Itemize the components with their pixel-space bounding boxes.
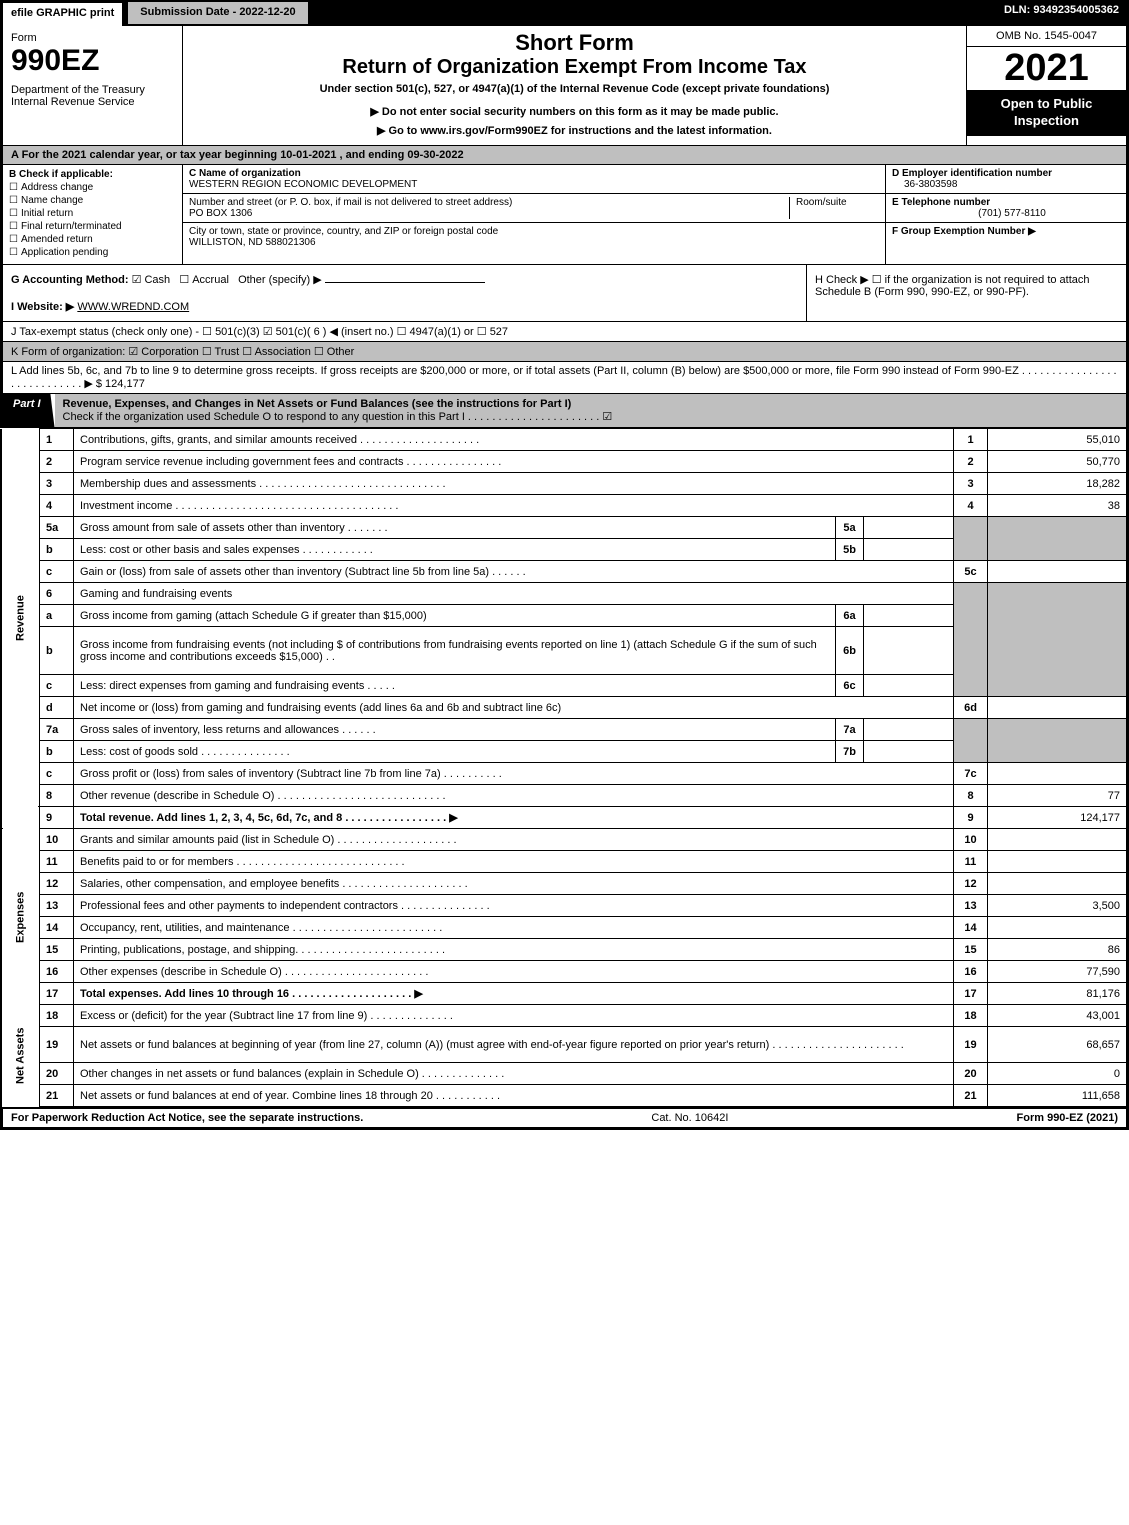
side-expenses: Expenses — [2, 829, 40, 1005]
part1-tab: Part I — [3, 394, 55, 427]
org-city: WILLISTON, ND 588021306 — [189, 237, 316, 248]
dln-label: DLN: 93492354005362 — [994, 0, 1129, 26]
side-revenue: Revenue — [2, 429, 40, 807]
line-6d: dNet income or (loss) from gaming and fu… — [2, 697, 1128, 719]
b-label: B Check if applicable: — [9, 169, 176, 180]
c-city-row: City or town, state or province, country… — [183, 223, 885, 251]
section-c-org: C Name of organization WESTERN REGION EC… — [183, 165, 886, 264]
line-12: 12Salaries, other compensation, and empl… — [2, 873, 1128, 895]
line-7a: 7aGross sales of inventory, less returns… — [2, 719, 1128, 741]
header-right: OMB No. 1545-0047 2021 Open to Public In… — [966, 26, 1126, 145]
header-left: Form 990EZ Department of the Treasury In… — [3, 26, 183, 145]
chk-amended-return[interactable]: Amended return — [9, 234, 176, 245]
do-not-enter: ▶ Do not enter social security numbers o… — [193, 105, 956, 118]
chk-final-return[interactable]: Final return/terminated — [9, 221, 176, 232]
line-17: 17Total expenses. Add lines 10 through 1… — [2, 983, 1128, 1005]
chk-application-pending[interactable]: Application pending — [9, 247, 176, 258]
line-5c: cGain or (loss) from sale of assets othe… — [2, 561, 1128, 583]
line-10: Expenses 10Grants and similar amounts pa… — [2, 829, 1128, 851]
section-bce: B Check if applicable: Address change Na… — [0, 165, 1129, 264]
line-18: Net Assets 18Excess or (deficit) for the… — [2, 1005, 1128, 1027]
paperwork-notice: For Paperwork Reduction Act Notice, see … — [11, 1112, 363, 1124]
form-number: 990EZ — [11, 44, 176, 78]
line-21: 21Net assets or fund balances at end of … — [2, 1085, 1128, 1107]
section-b-checkboxes: B Check if applicable: Address change Na… — [3, 165, 183, 264]
accounting-method: G Accounting Method: Cash Accrual Other … — [11, 273, 798, 286]
c-name-label: C Name of organization — [189, 168, 301, 179]
tax-year: 2021 — [967, 47, 1126, 90]
line-2: 2Program service revenue including gover… — [2, 451, 1128, 473]
e-phone: E Telephone number (701) 577-8110 — [886, 194, 1126, 223]
c-street-label: Number and street (or P. O. box, if mail… — [189, 197, 512, 208]
room-suite-label: Room/suite — [789, 197, 879, 219]
top-bar: efile GRAPHIC print Submission Date - 20… — [0, 0, 1129, 26]
row-l-gross-receipts: L Add lines 5b, 6c, and 7b to line 9 to … — [0, 362, 1129, 394]
line-20: 20Other changes in net assets or fund ba… — [2, 1063, 1128, 1085]
section-g: G Accounting Method: Cash Accrual Other … — [3, 265, 806, 321]
line-16: 16Other expenses (describe in Schedule O… — [2, 961, 1128, 983]
org-name: WESTERN REGION ECONOMIC DEVELOPMENT — [189, 179, 417, 190]
line-8: 8Other revenue (describe in Schedule O) … — [2, 785, 1128, 807]
website-link[interactable]: WWW.WREDND.COM — [77, 301, 189, 313]
c-city-label: City or town, state or province, country… — [189, 226, 498, 237]
row-a-taxyear: A For the 2021 calendar year, or tax yea… — [0, 146, 1129, 165]
submission-date: Submission Date - 2022-12-20 — [126, 0, 309, 26]
part1-title: Revenue, Expenses, and Changes in Net As… — [55, 394, 1126, 427]
line-15: 15Printing, publications, postage, and s… — [2, 939, 1128, 961]
c-street-row: Number and street (or P. O. box, if mail… — [183, 194, 885, 223]
part1-table: Revenue 1 Contributions, gifts, grants, … — [0, 428, 1129, 1107]
section-gh: G Accounting Method: Cash Accrual Other … — [0, 264, 1129, 322]
line-7c: cGross profit or (loss) from sales of in… — [2, 763, 1128, 785]
open-public-badge: Open to Public Inspection — [967, 90, 1126, 136]
chk-initial-return[interactable]: Initial return — [9, 208, 176, 219]
line-6: 6Gaming and fundraising events — [2, 583, 1128, 605]
e-label: E Telephone number — [892, 197, 990, 208]
line-19: 19Net assets or fund balances at beginni… — [2, 1027, 1128, 1063]
under-section: Under section 501(c), 527, or 4947(a)(1)… — [193, 83, 956, 95]
chk-name-change[interactable]: Name change — [9, 195, 176, 206]
efile-label[interactable]: efile GRAPHIC print — [0, 0, 122, 26]
cat-number: Cat. No. 10642I — [363, 1112, 1016, 1124]
h-text: H Check ▶ ☐ if the organization is not r… — [815, 274, 1090, 298]
line-3: 3Membership dues and assessments . . . .… — [2, 473, 1128, 495]
short-form-title: Short Form — [193, 30, 956, 56]
line-14: 14Occupancy, rent, utilities, and mainte… — [2, 917, 1128, 939]
return-title: Return of Organization Exempt From Incom… — [193, 56, 956, 79]
section-de: D Employer identification number 36-3803… — [886, 165, 1126, 264]
omb-number: OMB No. 1545-0047 — [967, 26, 1126, 47]
line-9: 9Total revenue. Add lines 1, 2, 3, 4, 5c… — [2, 807, 1128, 829]
line-11: 11Benefits paid to or for members . . . … — [2, 851, 1128, 873]
side-netassets: Net Assets — [2, 1005, 40, 1107]
chk-accrual[interactable] — [179, 274, 192, 286]
line-4: 4Investment income . . . . . . . . . . .… — [2, 495, 1128, 517]
phone-value: (701) 577-8110 — [892, 208, 1120, 219]
d-ein: D Employer identification number 36-3803… — [886, 165, 1126, 194]
line-1: Revenue 1 Contributions, gifts, grants, … — [2, 429, 1128, 451]
department-label: Department of the Treasury Internal Reve… — [11, 84, 176, 108]
ein-value: 36-3803598 — [892, 179, 957, 190]
line-13: 13Professional fees and other payments t… — [2, 895, 1128, 917]
form-header: Form 990EZ Department of the Treasury In… — [0, 26, 1129, 146]
page-footer: For Paperwork Reduction Act Notice, see … — [0, 1107, 1129, 1130]
chk-cash[interactable] — [132, 274, 145, 286]
go-to-link[interactable]: ▶ Go to www.irs.gov/Form990EZ for instru… — [193, 124, 956, 137]
form-label: Form — [11, 32, 176, 44]
d-label: D Employer identification number — [892, 168, 1052, 179]
gross-receipts-amount: 124,177 — [105, 378, 145, 390]
website-row: I Website: ▶ WWW.WREDND.COM — [11, 300, 798, 313]
f-group: F Group Exemption Number ▶ — [886, 223, 1126, 240]
org-street: PO BOX 1306 — [189, 208, 252, 219]
part1-header: Part I Revenue, Expenses, and Changes in… — [0, 394, 1129, 428]
form-ref: Form 990-EZ (2021) — [1017, 1112, 1118, 1124]
row-j-tax-exempt: J Tax-exempt status (check only one) - ☐… — [0, 322, 1129, 342]
line-5a: 5aGross amount from sale of assets other… — [2, 517, 1128, 539]
section-h: H Check ▶ ☐ if the organization is not r… — [806, 265, 1126, 321]
header-center: Short Form Return of Organization Exempt… — [183, 26, 966, 145]
c-name-row: C Name of organization WESTERN REGION EC… — [183, 165, 885, 194]
row-k-form-org: K Form of organization: ☑ Corporation ☐ … — [0, 342, 1129, 362]
f-label: F Group Exemption Number ▶ — [892, 226, 1036, 237]
chk-address-change[interactable]: Address change — [9, 182, 176, 193]
